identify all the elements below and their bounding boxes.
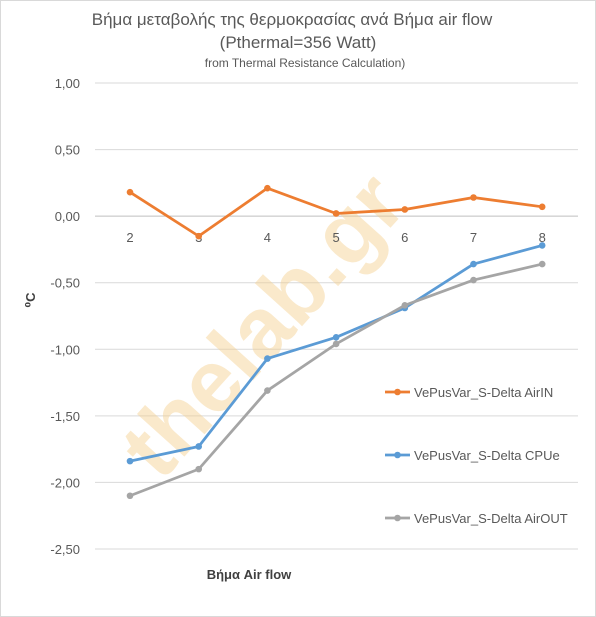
legend-label: VePusVar_S-Delta CPUe [414, 448, 560, 463]
y-tick-label: -2,00 [50, 475, 80, 490]
y-tick-label: -2,50 [50, 542, 80, 557]
y-axis-ticks: 1,00 0,50 0,00 -0,50 -1,00 -1,50 -2,00 -2,50 [50, 76, 80, 557]
x-tick-label: 6 [401, 230, 408, 245]
data-point [470, 194, 477, 201]
data-point [538, 242, 546, 249]
data-point [195, 465, 202, 473]
legend-swatch-marker [394, 388, 401, 396]
data-point [470, 260, 477, 268]
y-tick-label: -1,50 [50, 409, 80, 424]
y-tick-label: 1,00 [55, 76, 80, 91]
data-point [332, 334, 340, 341]
y-tick-label: -0,50 [50, 276, 80, 291]
legend-swatch-marker [394, 514, 401, 522]
legend-item: VePusVar_S-Delta CPUe [385, 448, 560, 463]
series-3 [126, 260, 546, 500]
data-point [264, 355, 271, 362]
x-tick-label: 2 [126, 230, 133, 245]
y-tick-label: -1,00 [50, 342, 80, 357]
data-point [195, 232, 202, 240]
chart-title: Βήμα μεταβολής της θερμοκρασίας ανά Βήμα… [92, 10, 493, 29]
legend-item: VePusVar_S-Delta AirIN [385, 385, 553, 400]
chart-subtitle: (Pthermal=356 Watt) [220, 33, 377, 52]
data-point [401, 206, 409, 213]
x-tick-label: 8 [539, 230, 546, 245]
y-tick-label: 0,50 [55, 143, 80, 158]
series-1 [126, 184, 546, 240]
data-point [332, 210, 340, 217]
data-point [264, 387, 271, 394]
gridlines [95, 82, 578, 550]
data-point [126, 492, 134, 500]
data-point [401, 302, 409, 309]
x-tick-label: 4 [264, 230, 271, 245]
data-point [538, 203, 546, 211]
x-axis-label: Βήμα Air flow [207, 567, 292, 582]
data-point [538, 260, 546, 268]
data-point [126, 188, 134, 196]
legend: VePusVar_S-Delta AirIN VePusVar_S-Delta C… [385, 385, 568, 526]
legend-item: VePusVar_S-Delta AirOUT [385, 511, 568, 526]
data-point [195, 443, 202, 450]
chart-subtitle-2: from Thermal Resistance Calculation) [205, 56, 406, 70]
x-tick-label: 5 [332, 230, 339, 245]
data-point [332, 340, 340, 348]
legend-swatch-marker [394, 451, 401, 459]
data-point [126, 457, 134, 465]
data-point [470, 276, 477, 284]
data-point [264, 184, 271, 192]
series-2 [126, 242, 546, 465]
x-tick-label: 7 [470, 230, 477, 245]
series-layer [126, 184, 546, 500]
legend-label: VePusVar_S-Delta AirIN [414, 385, 553, 400]
y-axis-label: ⁰C [23, 292, 38, 308]
y-tick-label: 0,00 [55, 209, 80, 224]
legend-label: VePusVar_S-Delta AirOUT [414, 511, 568, 526]
